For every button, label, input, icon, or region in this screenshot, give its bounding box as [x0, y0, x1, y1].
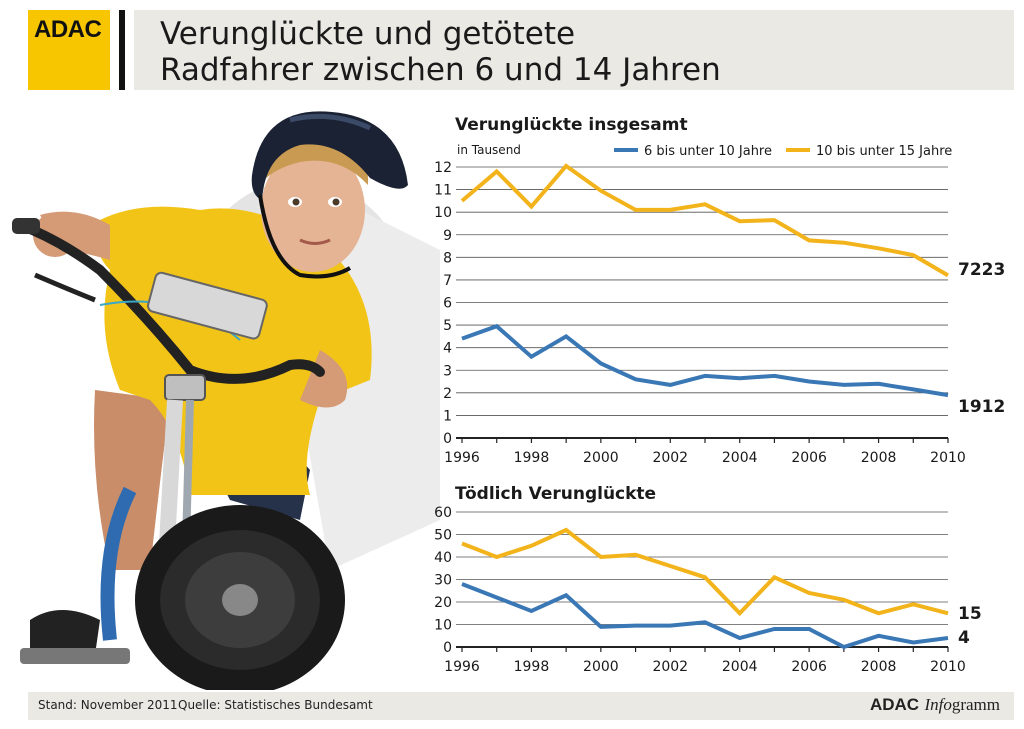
y-tick-label: 12	[434, 160, 452, 176]
x-tick-label: 2008	[861, 450, 897, 466]
chart-1-end-label-old: 7223	[958, 260, 1005, 280]
chart-1-legend-old: 10 bis unter 15 Jahre	[816, 144, 952, 159]
x-tick-label: 2004	[722, 450, 758, 466]
footer: Stand: November 2011 Quelle: Statistisch…	[28, 692, 1014, 720]
y-tick-label: 50	[434, 528, 452, 544]
y-tick-label: 60	[434, 505, 452, 521]
chart-2-end-label-old: 15	[958, 604, 982, 624]
footer-stand: Stand: November 2011	[38, 698, 178, 712]
chart-2-end-label-young: 4	[958, 628, 970, 648]
chart-2-series-old-line	[461, 527, 949, 617]
x-tick-label: 2006	[791, 659, 827, 675]
child-on-bicycle-photo	[12, 111, 440, 690]
y-tick-label: 3	[443, 363, 452, 379]
footer-brand: ADAC Infogramm	[870, 695, 1000, 715]
x-tick-label: 2004	[722, 659, 758, 675]
x-tick-label: 2010	[930, 450, 966, 466]
chart-2-grid	[456, 511, 949, 652]
title-line-1: Verunglückte und getötete	[160, 16, 576, 52]
chart-1-ylabel: in Tausend	[457, 143, 521, 157]
y-tick-label: 1	[443, 408, 452, 424]
y-tick-label: 9	[443, 228, 452, 244]
x-tick-label: 2000	[583, 659, 619, 675]
x-tick-label: 1996	[444, 450, 480, 466]
x-tick-label: 1998	[514, 450, 550, 466]
adac-logo: ADAC	[28, 10, 110, 90]
chart-1-series-young-line	[461, 323, 949, 398]
chart-1-title: Verunglückte insgesamt	[455, 115, 688, 135]
y-tick-label: 20	[434, 595, 452, 611]
y-tick-label: 30	[434, 573, 452, 589]
chart-2-x-ticks: 1996 1998 2000 2002 2004 2006 2008 2010	[444, 659, 966, 675]
chart-1-series-old-line	[460, 163, 950, 278]
x-tick-label: 2008	[861, 659, 897, 675]
chart-1-legend-young: 6 bis unter 10 Jahre	[644, 144, 772, 159]
y-tick-label: 10	[434, 205, 452, 221]
logo-divider	[119, 10, 125, 90]
x-tick-label: 2010	[930, 659, 966, 675]
footer-brand-bold: ADAC	[869, 695, 920, 714]
chart-1-end-label-young: 1912	[958, 397, 1005, 417]
y-tick-label: 11	[434, 183, 452, 199]
y-tick-label: 5	[443, 318, 452, 334]
footer-brand-italic: Info	[924, 695, 952, 714]
x-tick-label: 2000	[583, 450, 619, 466]
logo-text: ADAC	[34, 16, 102, 43]
y-tick-label: 40	[434, 550, 452, 566]
y-tick-label: 7	[443, 273, 452, 289]
x-tick-label: 2002	[652, 450, 688, 466]
y-tick-label: 10	[434, 618, 452, 634]
title-box: Verunglückte und getötete Radfahrer zwis…	[134, 10, 1014, 90]
chart-2-y-ticks: 0 10 20 30 40 50 60	[434, 505, 452, 656]
x-tick-label: 1998	[514, 659, 550, 675]
title-line-2: Radfahrer zwischen 6 und 14 Jahren	[160, 52, 721, 88]
y-tick-label: 2	[443, 386, 452, 402]
y-tick-label: 4	[443, 341, 452, 357]
chart-2-title: Tödlich Verunglückte	[455, 484, 656, 504]
chart-2-series-young-line	[461, 582, 949, 650]
x-tick-label: 2002	[652, 659, 688, 675]
footer-source: Quelle: Statistisches Bundesamt	[178, 698, 373, 712]
chart-1-grid	[456, 166, 949, 443]
x-tick-label: 1996	[444, 659, 480, 675]
y-tick-label: 0	[443, 640, 452, 656]
footer-brand-rest: gramm	[951, 695, 1000, 714]
y-tick-label: 6	[443, 296, 452, 312]
y-tick-label: 8	[443, 250, 452, 266]
chart-1-x-ticks: 1996 1998 2000 2002 2004 2006 2008 2010	[444, 450, 966, 466]
y-tick-label: 0	[443, 431, 452, 447]
x-tick-label: 2006	[791, 450, 827, 466]
